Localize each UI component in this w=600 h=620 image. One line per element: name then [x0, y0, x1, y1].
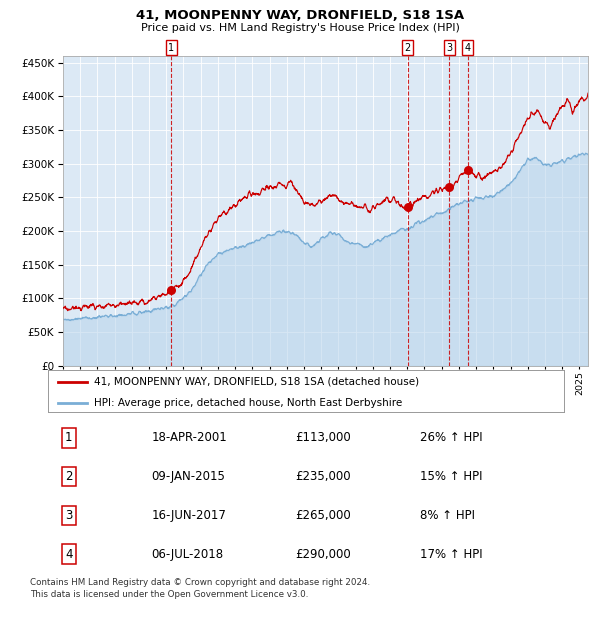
Text: HPI: Average price, detached house, North East Derbyshire: HPI: Average price, detached house, Nort… — [94, 398, 403, 408]
Text: 09-JAN-2015: 09-JAN-2015 — [151, 470, 225, 483]
Text: 4: 4 — [464, 43, 471, 53]
Text: Contains HM Land Registry data © Crown copyright and database right 2024.
This d: Contains HM Land Registry data © Crown c… — [30, 578, 370, 600]
Text: 1: 1 — [168, 43, 175, 53]
Text: £235,000: £235,000 — [296, 470, 352, 483]
Text: £265,000: £265,000 — [296, 509, 352, 522]
Text: £290,000: £290,000 — [296, 547, 352, 560]
Text: 16-JUN-2017: 16-JUN-2017 — [151, 509, 226, 522]
Text: 15% ↑ HPI: 15% ↑ HPI — [419, 470, 482, 483]
Text: 41, MOONPENNY WAY, DRONFIELD, S18 1SA: 41, MOONPENNY WAY, DRONFIELD, S18 1SA — [136, 9, 464, 22]
Text: Price paid vs. HM Land Registry's House Price Index (HPI): Price paid vs. HM Land Registry's House … — [140, 23, 460, 33]
Text: 8% ↑ HPI: 8% ↑ HPI — [419, 509, 475, 522]
Text: 3: 3 — [446, 43, 452, 53]
Text: 17% ↑ HPI: 17% ↑ HPI — [419, 547, 482, 560]
Text: £113,000: £113,000 — [296, 432, 352, 445]
Text: 41, MOONPENNY WAY, DRONFIELD, S18 1SA (detached house): 41, MOONPENNY WAY, DRONFIELD, S18 1SA (d… — [94, 377, 419, 387]
Text: 4: 4 — [65, 547, 73, 560]
Text: 06-JUL-2018: 06-JUL-2018 — [151, 547, 223, 560]
Text: 1: 1 — [65, 432, 73, 445]
Text: 2: 2 — [404, 43, 411, 53]
Text: 2: 2 — [65, 470, 73, 483]
Text: 18-APR-2001: 18-APR-2001 — [151, 432, 227, 445]
Text: 3: 3 — [65, 509, 73, 522]
Text: 26% ↑ HPI: 26% ↑ HPI — [419, 432, 482, 445]
